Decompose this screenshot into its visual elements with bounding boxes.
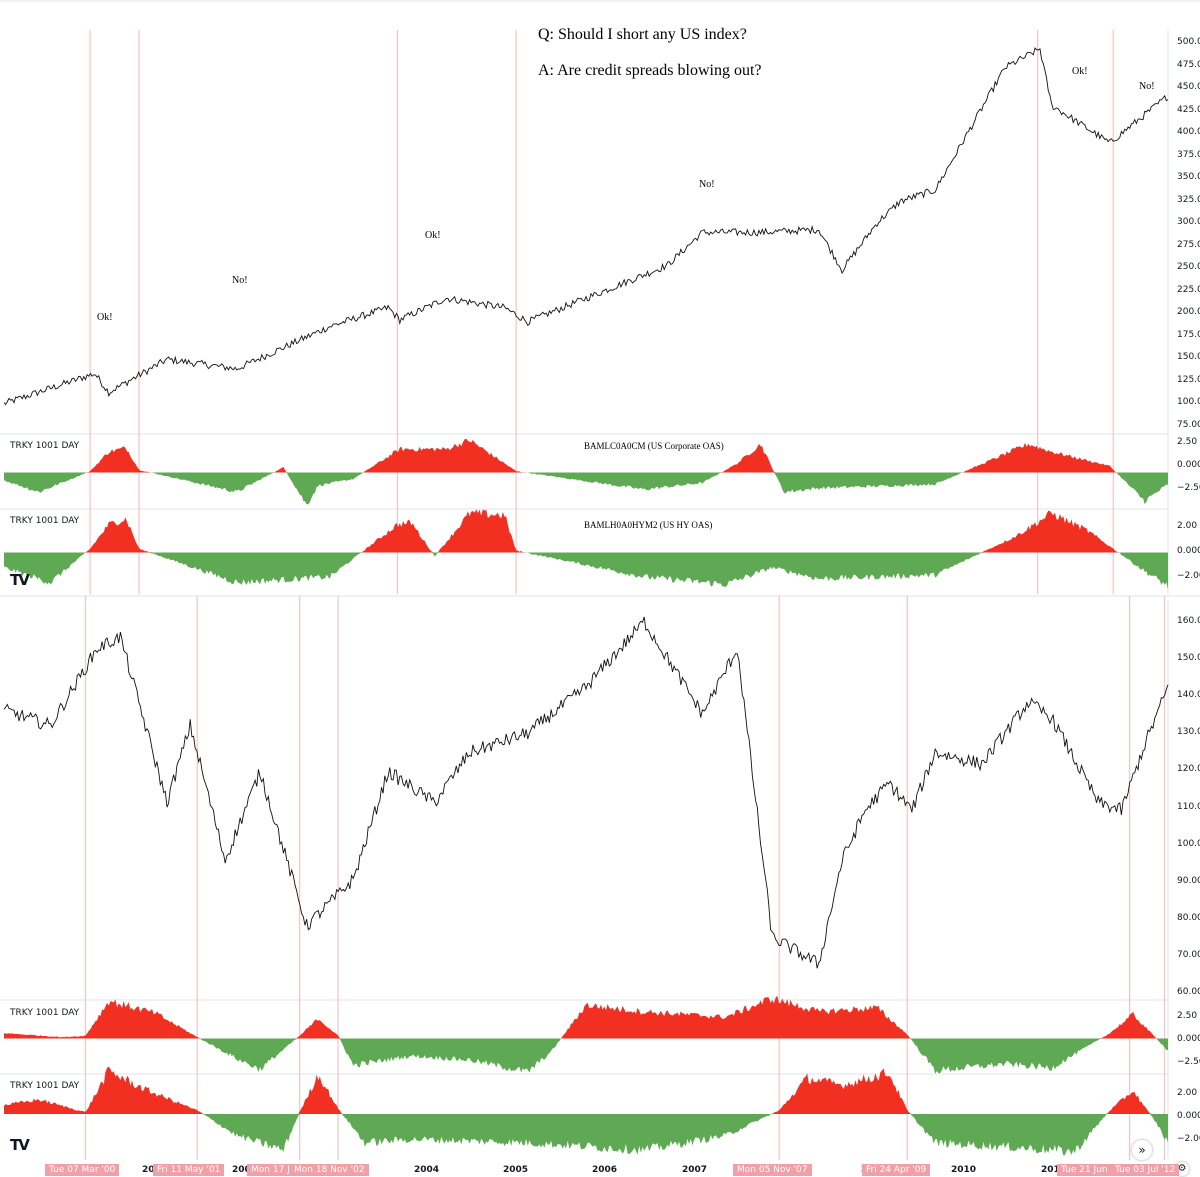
question-text: Q: Should I short any US index? [538,26,747,43]
osc-label-bottom-2: TRKY 1001 DAY [10,1081,80,1091]
price-series-line [3,616,1169,969]
oscillator-negative-area [4,1114,1168,1156]
price-axis-tick-label: 150.00 [1177,352,1200,363]
annotation-ok-3: Ok! [1072,66,1088,77]
price-axis-tick-label: 0.0000 [1177,1111,1200,1121]
price-axis-tick-label: −2.50 [1177,1057,1200,1067]
price-series-line [3,47,1169,406]
panel-title-hy-oas: BAMLH0A0HYM2 (US HY OAS) [584,520,713,530]
price-axis-tick-label: 450.00 [1177,82,1200,93]
price-axis-tick-label: 300.00 [1177,217,1200,228]
double-chevron-right-icon[interactable]: » [1132,1140,1152,1160]
price-axis-tick-label: 0.000 [1177,460,1200,470]
price-axis-tick-label: 2.00 [1177,1088,1198,1098]
price-axis-tick-label: 125.00 [1177,374,1200,385]
price-axis-tick-label: 140.00 [1177,690,1200,701]
price-axis-tick-label: 80.00 [1177,912,1200,923]
price-axis-tick-label: 500.00 [1177,37,1200,47]
annotation-no-2: No! [699,179,715,190]
time-axis-year-label: 2011 [1041,1165,1067,1175]
time-axis-highlight-label: Fri 24 Apr '09 [862,1164,931,1176]
oscillator-positive-area [4,509,1168,553]
time-axis-highlight-label: Mon 18 Nov '02 [290,1164,369,1176]
osc-label-bottom-1: TRKY 1001 DAY [10,1008,80,1018]
annotation-no-1: No! [232,275,248,286]
price-axis-tick-label: 150.00 [1177,653,1200,664]
price-axis-tick-label: 90.00 [1177,875,1200,886]
time-axis-highlight-label: Fri 11 May '01 [153,1164,225,1176]
price-axis-tick-label: 475.00 [1177,59,1200,70]
time-axis-year-label: 2007 [682,1165,708,1175]
price-axis-tick-label: 350.00 [1177,172,1200,183]
oscillator-positive-area [4,438,1168,473]
price-axis-tick-label: 60.00 [1177,987,1200,997]
time-axis-highlight-label: Tue 03 Jul '12 [1111,1164,1180,1176]
oscillator-negative-area [4,472,1168,505]
tradingview-logo-icon: TV [10,571,30,589]
annotation-ok-2: Ok! [425,230,441,241]
price-axis-tick-label: 275.00 [1177,239,1200,250]
price-axis-tick-label: −2.00 [1177,571,1200,581]
time-axis-year-label: 2005 [503,1165,529,1175]
annotation-ok-1: Ok! [97,312,113,323]
panel-title-corp-oas: BAMLC0A0CM (US Corporate OAS) [584,441,724,451]
price-axis-tick-label: −2.00 [1177,1134,1200,1144]
price-axis-tick-label: 175.00 [1177,329,1200,340]
oscillator-positive-area [4,995,1168,1039]
price-axis-tick-label: 100.00 [1177,397,1200,408]
price-axis-tick-label: 70.00 [1177,949,1200,960]
price-axis-tick-label: 400.00 [1177,127,1200,138]
oscillator-positive-area [4,1066,1168,1114]
price-axis-tick-label: 130.00 [1177,727,1200,738]
price-axis-tick-label: 110.00 [1177,801,1200,812]
price-axis-tick-label: 100.00 [1177,838,1200,849]
price-axis-tick-label: 2.00 [1177,521,1198,531]
time-axis-highlight-label: Tue 07 Mar '00 [45,1164,120,1176]
price-axis-tick-label: 0.0000 [1177,1034,1200,1044]
oscillator-negative-area [4,552,1168,590]
price-axis-tick-label: 425.00 [1177,104,1200,115]
tradingview-logo-icon: TV [10,1136,30,1154]
price-axis-tick-label: 120.00 [1177,764,1200,775]
time-axis-year-label: 2006 [592,1165,618,1175]
time-axis-highlight-label: Mon 05 Nov '07 [733,1164,812,1176]
price-axis-tick-label: 325.00 [1177,194,1200,205]
answer-text: A: Are credit spreads blowing out? [538,62,762,79]
price-axis-tick-label: 200.00 [1177,307,1200,318]
price-axis-tick-label: 225.00 [1177,284,1200,295]
price-axis-tick-label: −2.50 [1177,483,1200,493]
osc-label-top-1: TRKY 1001 DAY [10,441,80,451]
price-axis-tick-label: 2.50 [1177,1011,1198,1021]
price-axis-tick-label: 2.50 [1177,437,1198,447]
price-axis-tick-label: 375.00 [1177,149,1200,160]
time-axis-highlight-label: Tue 21 Jun '11 [1057,1164,1129,1176]
annotation-no-3: No! [1139,81,1155,92]
price-axis-tick-label: 160.00 [1177,616,1200,626]
time-axis-year-label: 2010 [951,1165,977,1175]
time-axis-year-label: 2002 [232,1165,258,1175]
osc-label-top-2: TRKY 1001 DAY [10,516,80,526]
oscillator-negative-area [4,1038,1168,1074]
price-axis-tick-label: 75.00 [1177,420,1200,430]
time-axis-year-label: 2004 [414,1165,440,1175]
price-axis-tick-label: 250.00 [1177,262,1200,273]
price-axis-tick-label: 0.000 [1177,546,1200,556]
